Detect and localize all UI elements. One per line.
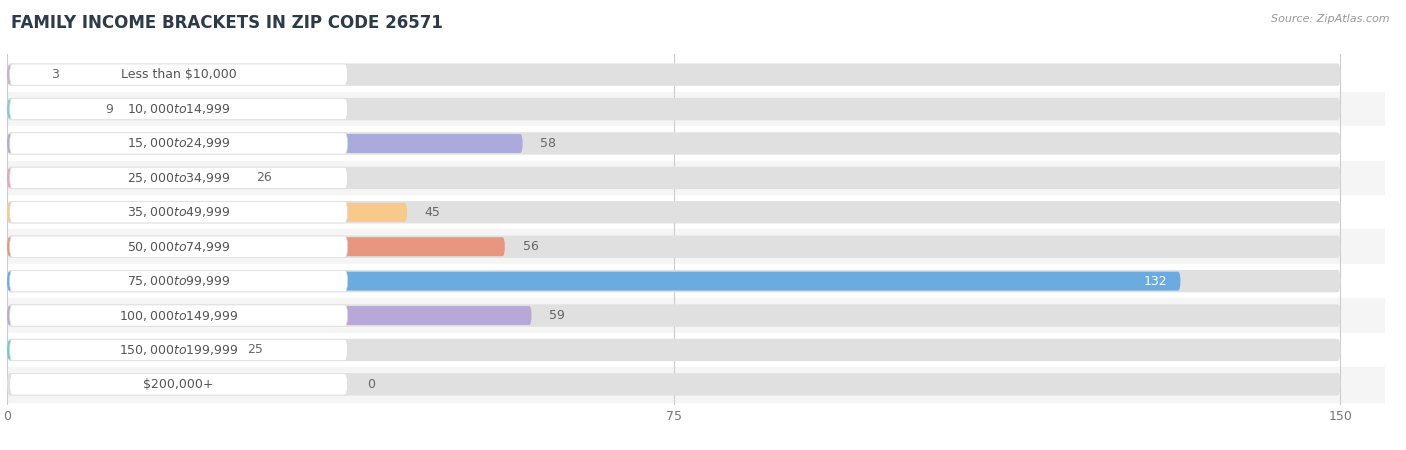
FancyBboxPatch shape bbox=[7, 304, 1340, 327]
Bar bbox=[7, 161, 1385, 195]
FancyBboxPatch shape bbox=[7, 339, 1340, 361]
Bar bbox=[7, 230, 1385, 264]
Bar bbox=[7, 92, 1385, 126]
Text: 3: 3 bbox=[52, 68, 59, 81]
Text: $75,000 to $99,999: $75,000 to $99,999 bbox=[127, 274, 231, 288]
FancyBboxPatch shape bbox=[10, 167, 347, 189]
FancyBboxPatch shape bbox=[7, 235, 1340, 258]
Text: $150,000 to $199,999: $150,000 to $199,999 bbox=[120, 343, 238, 357]
Text: 0: 0 bbox=[367, 378, 375, 391]
FancyBboxPatch shape bbox=[7, 132, 1340, 155]
Text: 132: 132 bbox=[1143, 274, 1167, 288]
Text: 9: 9 bbox=[105, 103, 112, 116]
FancyBboxPatch shape bbox=[7, 201, 1340, 224]
FancyBboxPatch shape bbox=[10, 236, 347, 257]
Text: 58: 58 bbox=[540, 137, 557, 150]
FancyBboxPatch shape bbox=[7, 166, 1340, 189]
Text: FAMILY INCOME BRACKETS IN ZIP CODE 26571: FAMILY INCOME BRACKETS IN ZIP CODE 26571 bbox=[11, 14, 443, 32]
Text: 56: 56 bbox=[523, 240, 538, 253]
Bar bbox=[7, 126, 1385, 161]
FancyBboxPatch shape bbox=[7, 270, 1340, 292]
FancyBboxPatch shape bbox=[10, 270, 347, 292]
Bar bbox=[7, 333, 1385, 367]
FancyBboxPatch shape bbox=[7, 306, 531, 325]
FancyBboxPatch shape bbox=[7, 65, 34, 84]
Text: 45: 45 bbox=[425, 206, 440, 219]
Text: 26: 26 bbox=[256, 171, 271, 184]
FancyBboxPatch shape bbox=[10, 202, 347, 223]
Text: $100,000 to $149,999: $100,000 to $149,999 bbox=[120, 309, 238, 323]
FancyBboxPatch shape bbox=[7, 237, 505, 256]
Text: $10,000 to $14,999: $10,000 to $14,999 bbox=[127, 102, 231, 116]
FancyBboxPatch shape bbox=[7, 168, 238, 187]
FancyBboxPatch shape bbox=[7, 341, 229, 360]
FancyBboxPatch shape bbox=[10, 133, 347, 154]
Text: $200,000+: $200,000+ bbox=[143, 378, 214, 391]
Text: 25: 25 bbox=[247, 343, 263, 356]
Text: $25,000 to $34,999: $25,000 to $34,999 bbox=[127, 171, 231, 185]
Text: $15,000 to $24,999: $15,000 to $24,999 bbox=[127, 136, 231, 150]
FancyBboxPatch shape bbox=[10, 339, 347, 360]
FancyBboxPatch shape bbox=[10, 64, 347, 85]
FancyBboxPatch shape bbox=[7, 373, 1340, 396]
FancyBboxPatch shape bbox=[7, 134, 523, 153]
FancyBboxPatch shape bbox=[7, 99, 87, 118]
FancyBboxPatch shape bbox=[7, 63, 1340, 86]
Bar bbox=[7, 367, 1385, 401]
FancyBboxPatch shape bbox=[10, 374, 347, 395]
FancyBboxPatch shape bbox=[7, 272, 1181, 291]
Text: 59: 59 bbox=[550, 309, 565, 322]
Bar bbox=[7, 298, 1385, 333]
Text: $50,000 to $74,999: $50,000 to $74,999 bbox=[127, 240, 231, 254]
Bar bbox=[7, 195, 1385, 230]
Text: Less than $10,000: Less than $10,000 bbox=[121, 68, 236, 81]
FancyBboxPatch shape bbox=[7, 203, 408, 222]
FancyBboxPatch shape bbox=[7, 98, 1340, 120]
FancyBboxPatch shape bbox=[10, 99, 347, 120]
Text: Source: ZipAtlas.com: Source: ZipAtlas.com bbox=[1271, 14, 1389, 23]
Bar bbox=[7, 264, 1385, 298]
Bar bbox=[7, 58, 1385, 92]
Text: $35,000 to $49,999: $35,000 to $49,999 bbox=[127, 205, 231, 219]
FancyBboxPatch shape bbox=[10, 305, 347, 326]
